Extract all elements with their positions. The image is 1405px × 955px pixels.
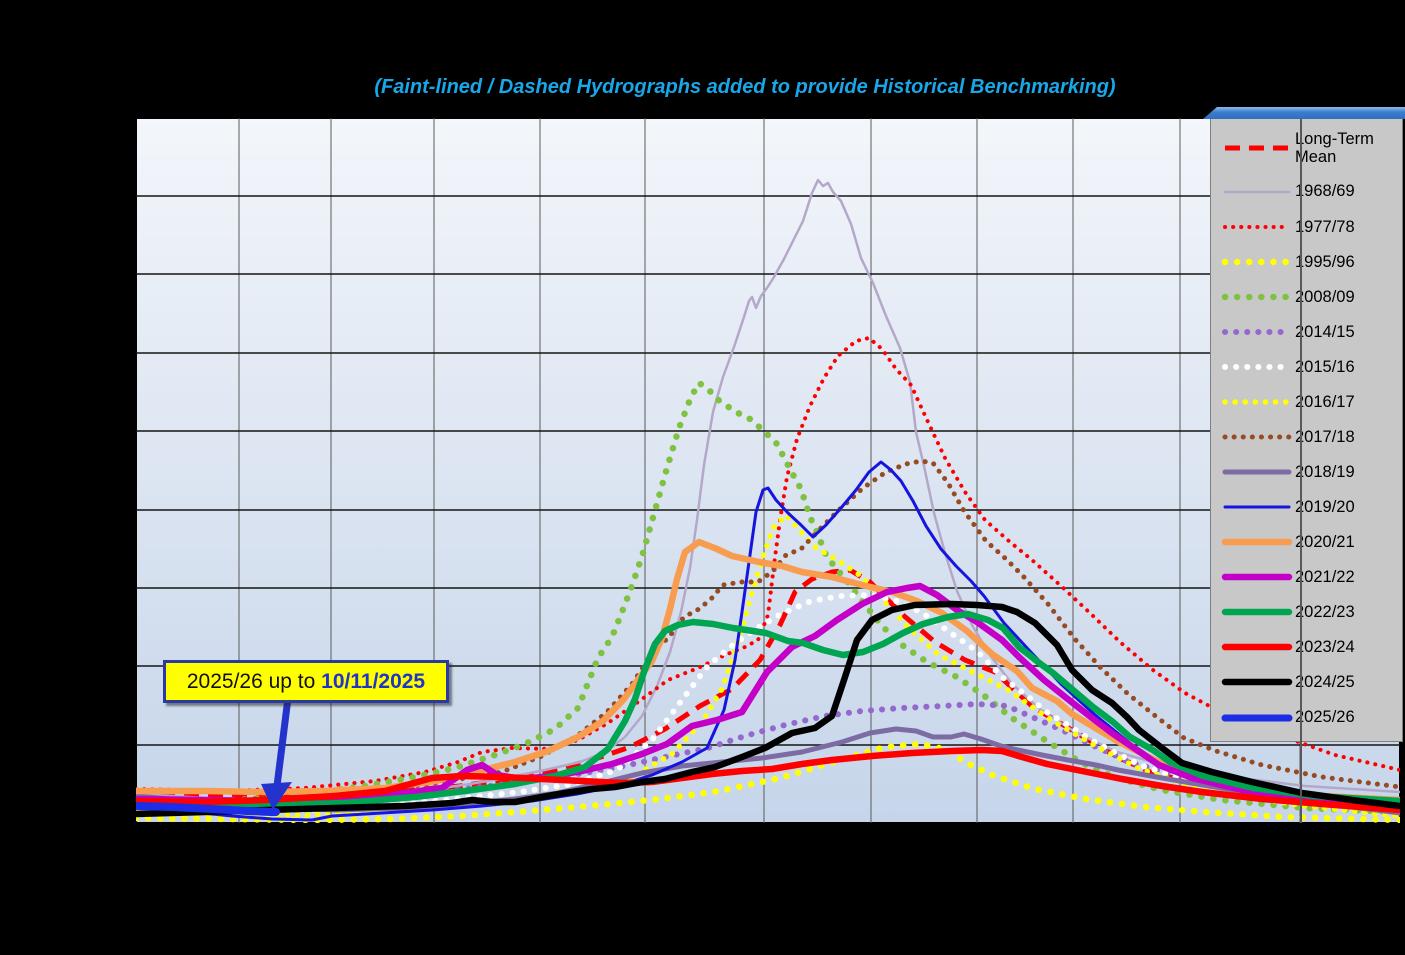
series-line-2008-09	[136, 379, 1400, 816]
legend-swatch-icon	[1221, 293, 1293, 300]
series-line-2025-26	[136, 802, 280, 816]
series-line-1977-78	[136, 336, 1400, 793]
legend-item-1977-78: 1977/78	[1221, 209, 1402, 244]
legend-label: 2017/18	[1295, 427, 1355, 446]
callout-text: 2025/26 up to	[186, 669, 322, 693]
legend-swatch-icon	[1225, 145, 1289, 151]
legend-item-long-term-mean: Long-Term Mean	[1221, 122, 1402, 174]
legend-label: 2018/19	[1295, 462, 1355, 481]
legend-item-2016-17: 2016/17	[1221, 384, 1402, 419]
legend-label: 2024/25	[1295, 673, 1355, 692]
series-lines	[136, 178, 1400, 823]
legend-swatch-icon	[1222, 434, 1292, 440]
legend-swatch-icon	[1223, 505, 1291, 509]
legend-swatch-icon	[1221, 574, 1293, 581]
legend-swatch-icon	[1223, 190, 1291, 193]
legend-swatch-icon	[1221, 609, 1293, 616]
legend-label: 2020/21	[1295, 533, 1355, 552]
series-line-2020-21	[136, 538, 1400, 804]
legend-swatch-icon	[1221, 538, 1293, 546]
series-line-2021-22	[136, 582, 1400, 811]
series-line-2023-24	[136, 746, 1400, 814]
callout-date: 10/11/2025	[321, 669, 426, 693]
callout-arrow	[261, 697, 292, 810]
legend-header-bar	[1203, 107, 1405, 119]
series-line-2019-20	[136, 460, 1400, 822]
legend-label: 2019/20	[1295, 498, 1355, 517]
legend-item-2019-20: 2019/20	[1221, 490, 1402, 525]
legend-item-2021-22: 2021/22	[1221, 560, 1402, 595]
legend-item-2020-21: 2020/21	[1221, 525, 1402, 560]
legend-label: 2015/16	[1295, 357, 1355, 376]
series-line-2016-17	[136, 512, 1400, 819]
legend-label: 1977/78	[1295, 217, 1355, 236]
legend-label: 2016/17	[1295, 392, 1355, 411]
gridline-over-legend	[1300, 118, 1302, 823]
series-line-2014-15	[136, 701, 1400, 809]
legend-swatch-icon	[1221, 258, 1293, 265]
legend-swatch-icon	[1222, 363, 1292, 370]
legend-label: 2023/24	[1295, 638, 1355, 657]
legend-swatch-icon	[1222, 469, 1292, 475]
legend-item-2023-24: 2023/24	[1221, 630, 1402, 665]
legend-label: 2022/23	[1295, 603, 1355, 622]
series-line-2022-23	[136, 610, 1400, 809]
legend-swatch-icon	[1223, 224, 1291, 229]
legend-label: Long-Term Mean	[1295, 129, 1374, 166]
legend-swatch-icon	[1222, 328, 1292, 335]
legend-label: 1968/69	[1295, 182, 1355, 201]
legend-item-2024-25: 2024/25	[1221, 665, 1402, 700]
legend-swatch-icon	[1221, 644, 1293, 651]
legend-swatch-icon	[1221, 714, 1293, 721]
legend-item-1995-96: 1995/96	[1221, 244, 1402, 279]
legend-label: 2025/26	[1295, 708, 1355, 727]
legend-swatch-icon	[1222, 399, 1292, 405]
series-line-2015-16	[136, 592, 1400, 813]
legend-item-2015-16: 2015/16	[1221, 349, 1402, 384]
legend-item-2017-18: 2017/18	[1221, 420, 1402, 455]
legend-label: 2008/09	[1295, 287, 1355, 306]
legend-item-2018-19: 2018/19	[1221, 455, 1402, 490]
chart-subtitle: (Faint-lined / Dashed Hydrographs added …	[374, 76, 1116, 98]
legend-item-1968-69: 1968/69	[1221, 174, 1402, 209]
series-line-2024-25	[136, 600, 1400, 818]
legend-label: 2014/15	[1295, 322, 1355, 341]
legend-item-2022-23: 2022/23	[1221, 595, 1402, 630]
legend-item-2008-09: 2008/09	[1221, 279, 1402, 314]
legend-item-2025-26: 2025/26	[1221, 700, 1402, 735]
current-year-callout: 2025/26 up to 10/11/2025	[163, 660, 449, 703]
legend-item-2014-15: 2014/15	[1221, 314, 1402, 349]
legend-swatch-icon	[1221, 679, 1293, 686]
series-line-1995-96	[136, 740, 1400, 823]
legend-label: 2021/22	[1295, 568, 1355, 587]
legend: Long-Term Mean 1968/69 1977/78 1995/96 2008/…	[1210, 118, 1403, 742]
legend-label: 1995/96	[1295, 252, 1355, 271]
